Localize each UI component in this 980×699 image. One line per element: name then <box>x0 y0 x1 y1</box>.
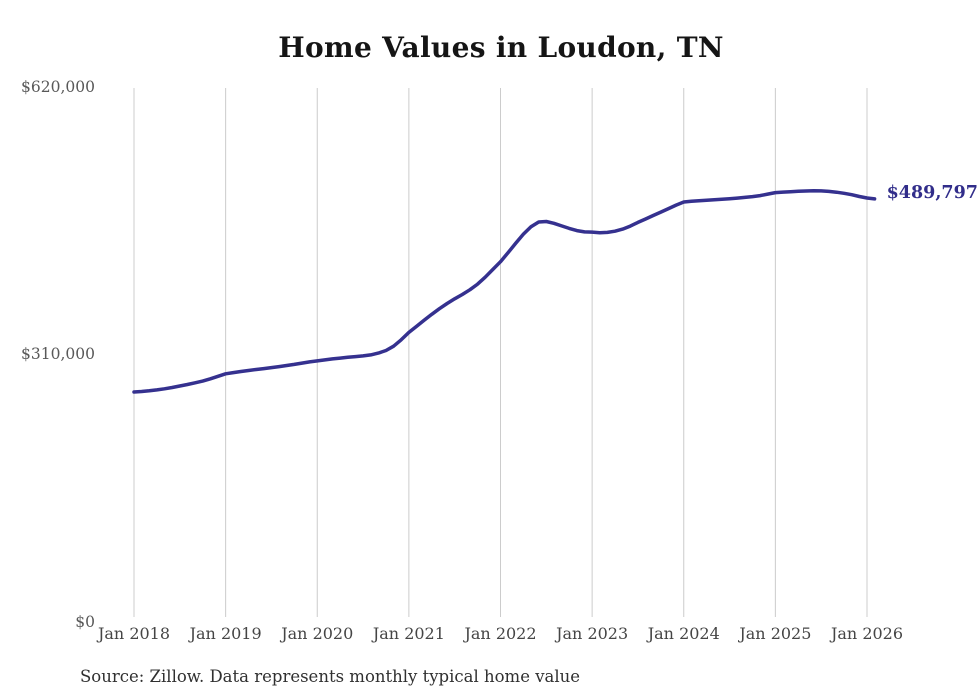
y-tick-label: $310,000 <box>21 345 95 363</box>
x-tick-label: Jan 2020 <box>281 624 354 643</box>
y-tick-label: $620,000 <box>21 77 95 96</box>
home-value-series-line <box>132 188 877 394</box>
x-tick-label: Jan 2023 <box>556 624 629 643</box>
x-tick-label: Jan 2022 <box>464 624 537 643</box>
y-tick-label: $0 <box>75 612 95 631</box>
latest-value-label: $489,797 <box>886 182 978 203</box>
x-tick-label: Jan 2021 <box>372 624 445 643</box>
x-tick-label: Jan 2025 <box>739 624 812 643</box>
year-gridlines <box>133 88 868 617</box>
chart-title: Home Values in Loudon, TN <box>278 31 724 64</box>
source-attribution-note: Source: Zillow. Data represents monthly … <box>80 667 581 686</box>
x-tick-label: Jan 2024 <box>647 624 720 643</box>
x-tick-label: Jan 2019 <box>189 624 262 643</box>
x-tick-label: Jan 2026 <box>830 624 904 643</box>
x-tick-label: Jan 2018 <box>97 624 171 643</box>
